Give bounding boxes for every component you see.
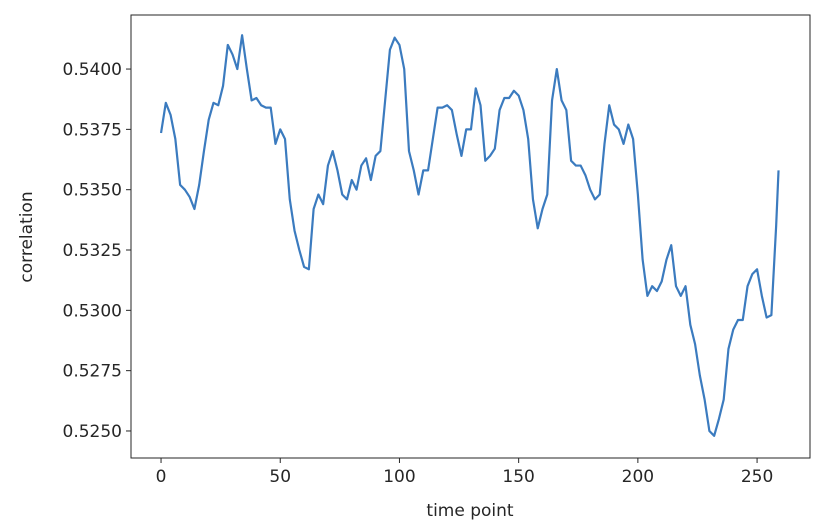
data-line xyxy=(159,34,780,437)
x-tick-label: 200 xyxy=(622,467,654,487)
y-tick-label: 0.5325 xyxy=(63,241,122,261)
x-tick-label: 50 xyxy=(269,467,291,487)
y-tick-label: 0.5400 xyxy=(63,60,122,80)
y-tick-label: 0.5350 xyxy=(63,181,122,201)
x-axis-label: time point xyxy=(426,501,514,521)
x-tick-label: 250 xyxy=(741,467,773,487)
x-tick-label: 0 xyxy=(156,467,167,487)
y-tick-label: 0.5375 xyxy=(63,120,122,140)
y-axis-label: correlation xyxy=(17,191,37,282)
y-tick-label: 0.5300 xyxy=(63,301,122,321)
x-tick-label: 150 xyxy=(502,467,534,487)
x-tick-label: 100 xyxy=(383,467,415,487)
y-tick-label: 0.5275 xyxy=(63,362,122,382)
plot-frame xyxy=(130,14,811,459)
y-tick-label: 0.5250 xyxy=(63,422,122,442)
